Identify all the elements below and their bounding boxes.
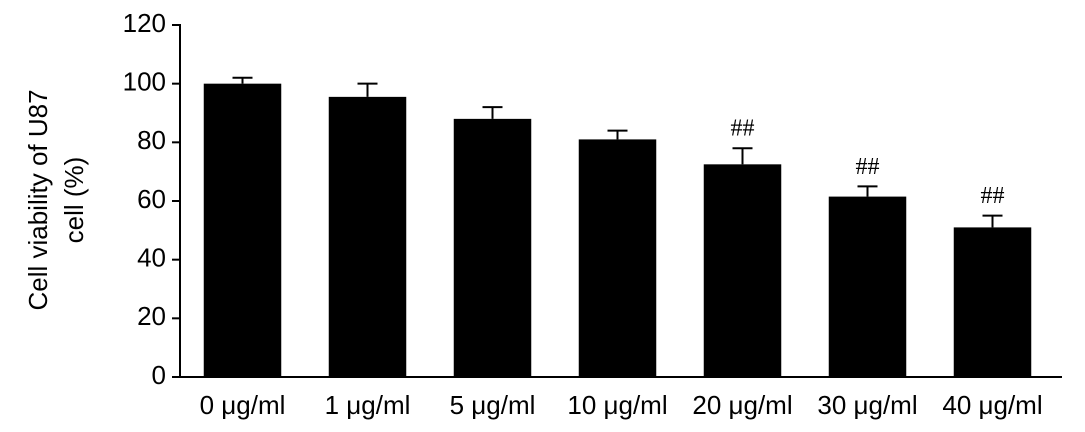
error-bar <box>482 106 503 119</box>
x-tick-label: 40 μg/ml <box>942 390 1042 420</box>
bar <box>328 96 407 377</box>
error-bar <box>607 129 628 140</box>
y-tick-label: 0 <box>152 360 166 390</box>
bar <box>203 83 282 378</box>
y-tick-label: 60 <box>137 184 166 214</box>
y-axis-label: cell (%) <box>59 157 89 244</box>
x-tick-label: 1 μg/ml <box>325 390 411 420</box>
annotation: ## <box>856 154 880 180</box>
bar <box>453 118 532 377</box>
y-tick-label: 80 <box>137 125 166 155</box>
error-bar <box>982 214 1003 228</box>
y-tick-label: 120 <box>123 8 166 38</box>
bar <box>953 227 1032 377</box>
y-tick-label: 40 <box>137 243 166 273</box>
x-tick-label: 10 μg/ml <box>567 390 667 420</box>
y-tick-label: 100 <box>123 67 166 97</box>
annotation: ## <box>981 183 1005 209</box>
x-tick-label: 30 μg/ml <box>817 390 917 420</box>
x-tick-label: 0 μg/ml <box>200 390 286 420</box>
error-bar <box>357 82 378 97</box>
bar <box>828 196 907 377</box>
bar <box>578 139 657 377</box>
error-bar <box>232 76 253 84</box>
x-tick-label: 20 μg/ml <box>692 390 792 420</box>
x-tick-label: 5 μg/ml <box>450 390 536 420</box>
y-tick-label: 20 <box>137 301 166 331</box>
error-bar <box>732 147 753 165</box>
bar <box>703 164 782 377</box>
annotation: ## <box>731 116 755 142</box>
error-bar <box>857 185 878 197</box>
y-axis-label: Cell viability of U87 <box>23 89 53 310</box>
